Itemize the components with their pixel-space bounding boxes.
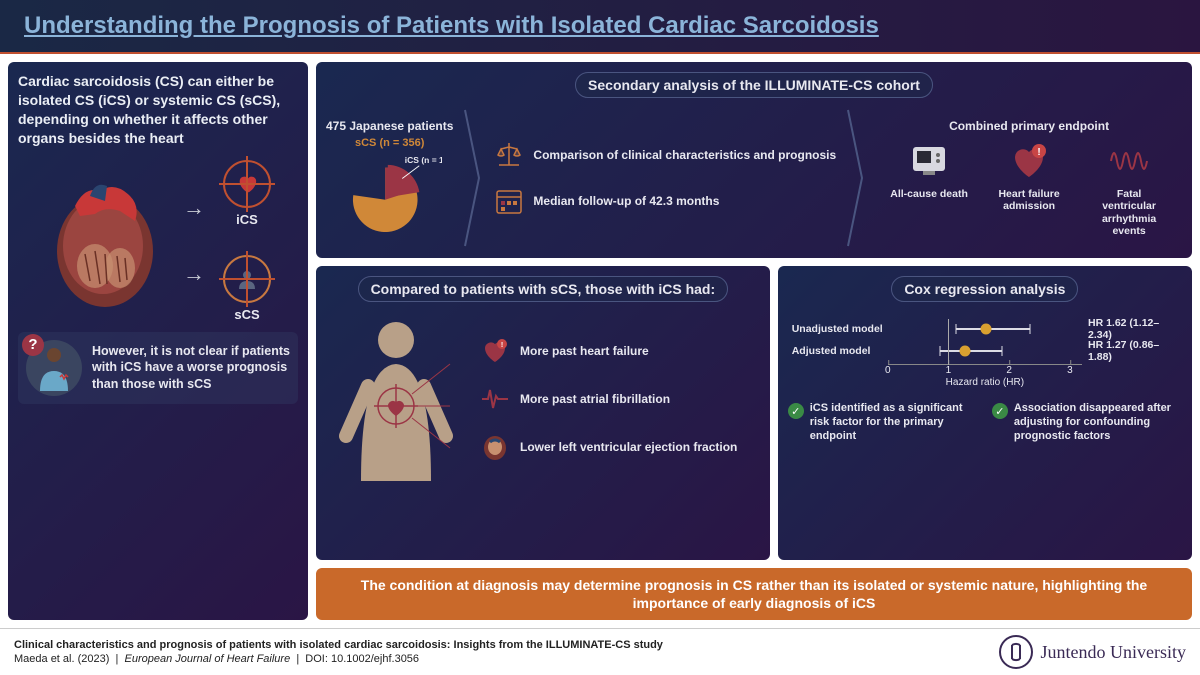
finding-lvef: Lower left ventricular ejection fraction — [480, 432, 737, 462]
forest-point — [959, 346, 970, 357]
conclusion-text: iCS identified as a significant risk fac… — [810, 402, 978, 443]
svg-text:!: ! — [501, 342, 503, 349]
hr-value: HR 1.62 (1.12–2.34) — [1082, 317, 1178, 341]
endpoint-label: Heart failure admission — [989, 188, 1069, 212]
endpoint-label: All-cause death — [890, 188, 968, 200]
journal: European Journal of Heart Failure — [124, 653, 290, 665]
arrow-icon: → — [183, 195, 205, 221]
arrow-icon: → — [183, 261, 205, 287]
intro-panel: Cardiac sarcoidosis (CS) can either be i… — [8, 62, 308, 620]
question-box: ? However, it is not clear if patients w… — [18, 332, 298, 404]
ics-count-label: iCS (n = 119) — [405, 155, 442, 165]
person-icon — [235, 267, 259, 291]
forest-row: Adjusted model HR 1.27 (0.86–1.88) — [792, 340, 1178, 362]
forest-point — [981, 324, 992, 335]
forest-row: Unadjusted model HR 1.62 (1.12–2.34) — [792, 318, 1178, 340]
scs-label: sCS — [234, 307, 259, 322]
axis-label: Hazard ratio (HR) — [946, 377, 1024, 388]
heart-alert-icon: ! — [1007, 139, 1051, 183]
question-text: However, it is not clear if patients wit… — [92, 343, 290, 392]
patients-count: 475 Japanese patients — [326, 119, 453, 133]
cox-panel: Cox regression analysis Unadjusted model… — [778, 266, 1192, 560]
check-icon: ✓ — [992, 403, 1008, 419]
hr-value: HR 1.27 (0.86–1.88) — [1082, 339, 1178, 363]
institution-logo: Juntendo University — [999, 635, 1187, 669]
axis-tick: 2 — [1006, 365, 1012, 376]
finding-label: More past atrial fibrillation — [520, 392, 670, 406]
footer: Clinical characteristics and prognosis o… — [0, 628, 1200, 675]
finding-label: More past heart failure — [520, 344, 649, 358]
heart-icon — [236, 173, 258, 195]
ics-target: iCS — [223, 160, 271, 227]
ics-label: iCS — [236, 212, 258, 227]
axis-tick: 3 — [1067, 365, 1073, 376]
secondary-title: Secondary analysis of the ILLUMINATE-CS … — [575, 72, 933, 98]
body-illustration — [326, 316, 466, 481]
endpoint-hf: ! Heart failure admission — [989, 139, 1069, 236]
citation: Clinical characteristics and prognosis o… — [14, 638, 663, 667]
pie-chart: iCS (n = 119) — [337, 153, 442, 238]
question-person-icon: ? — [26, 340, 82, 396]
heart-alert-icon: ! — [480, 336, 510, 366]
logo-icon — [999, 635, 1033, 669]
scs-count-label: sCS (n = 356) — [355, 137, 424, 149]
scs-target: sCS — [223, 255, 271, 322]
compared-title: Compared to patients with sCS, those wit… — [358, 276, 729, 302]
endpoint-death: All-cause death — [889, 139, 969, 236]
axis-tick: 1 — [946, 365, 952, 376]
finding-label: Lower left ventricular ejection fraction — [520, 440, 737, 454]
secondary-analysis-panel: Secondary analysis of the ILLUMINATE-CS … — [316, 62, 1192, 258]
authors: Maeda et al. (2023) — [14, 653, 109, 665]
heart-diagram: → → iCS sCS — [18, 160, 298, 322]
model-label: Adjusted model — [792, 345, 888, 357]
reference-line — [948, 319, 949, 365]
svg-text:!: ! — [1037, 147, 1040, 158]
monitor-icon — [907, 139, 951, 183]
conclusion-1: ✓ iCS identified as a significant risk f… — [788, 402, 978, 443]
comparison-item: Comparison of clinical characteristics a… — [493, 139, 836, 171]
chevron-icon — [846, 108, 866, 248]
check-icon: ✓ — [788, 403, 804, 419]
axis-tick: 0 — [885, 365, 891, 376]
conclusion-2: ✓ Association disappeared after adjustin… — [992, 402, 1182, 443]
doi: DOI: 10.1002/ejhf.3056 — [305, 653, 419, 665]
waveform-icon — [1107, 139, 1151, 183]
page-title: Understanding the Prognosis of Patients … — [0, 0, 1200, 54]
endpoint-arrhythmia: Fatal ventricular arrhythmia events — [1089, 139, 1169, 236]
forest-plot: Unadjusted model HR 1.62 (1.12–2.34) Adj… — [792, 318, 1178, 388]
finding-af: More past atrial fibrillation — [480, 384, 737, 414]
chevron-icon — [463, 108, 483, 248]
intro-text: Cardiac sarcoidosis (CS) can either be i… — [18, 72, 298, 148]
endpoint-label: Fatal ventricular arrhythmia events — [1089, 188, 1169, 236]
conclusion-text: Association disappeared after adjusting … — [1014, 402, 1182, 443]
compared-panel: Compared to patients with sCS, those wit… — [316, 266, 770, 560]
calendar-icon — [493, 185, 525, 217]
scales-icon — [493, 139, 525, 171]
cox-title: Cox regression analysis — [891, 276, 1078, 302]
heart-section-icon — [480, 432, 510, 462]
paper-title: Clinical characteristics and prognosis o… — [14, 638, 663, 652]
question-mark-icon: ? — [22, 334, 44, 356]
followup-text: Median follow-up of 42.3 months — [533, 194, 719, 208]
ecg-icon — [480, 384, 510, 414]
comparison-text: Comparison of clinical characteristics a… — [533, 148, 836, 162]
finding-hf: ! More past heart failure — [480, 336, 737, 366]
endpoint-title: Combined primary endpoint — [876, 119, 1182, 133]
institution-name: Juntendo University — [1041, 642, 1187, 663]
highlight-conclusion: The condition at diagnosis may determine… — [316, 568, 1192, 620]
followup-item: Median follow-up of 42.3 months — [493, 185, 836, 217]
heart-illustration — [45, 166, 165, 316]
model-label: Unadjusted model — [792, 323, 888, 335]
